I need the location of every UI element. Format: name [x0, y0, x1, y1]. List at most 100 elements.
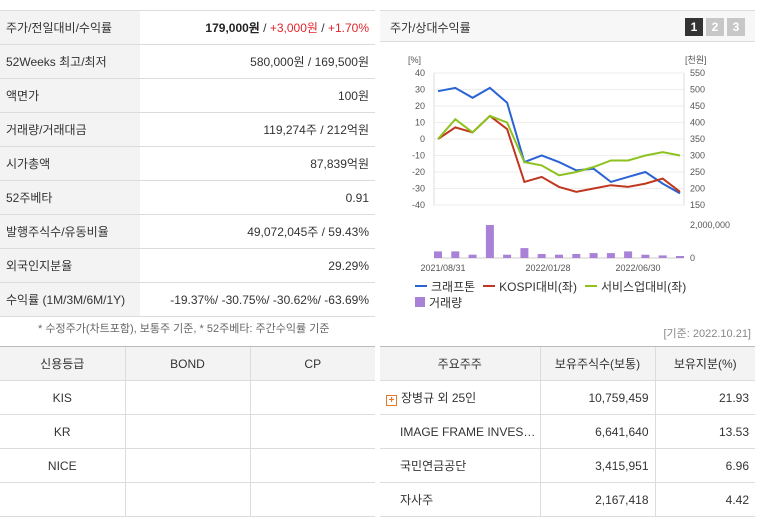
- summary-row-foreign: 외국인지분율 29.29%: [0, 248, 375, 283]
- volume-bar: [537, 254, 546, 258]
- summary-label: 외국인지분율: [0, 248, 140, 283]
- x-axis-label: 2022/01/28: [525, 263, 570, 273]
- volume-bar: [503, 254, 512, 258]
- summary-value: 49,072,045주 / 59.43%: [140, 214, 375, 249]
- footnote: * 수정주가(차트포함), 보통주 기준, * 52주베타: 주간수익률 기준: [38, 323, 330, 335]
- legend-item: 거래량: [415, 294, 462, 310]
- left-axis-tick: -10: [412, 151, 425, 161]
- summary-row-shares: 발행주식수/유동비율 49,072,045주 / 59.43%: [0, 214, 375, 249]
- right-axis-tick: 250: [690, 167, 705, 177]
- holder-header: 보유지분(%): [654, 346, 755, 381]
- separator: /: [259, 21, 270, 35]
- table-row: KR: [0, 414, 375, 449]
- series-line: [437, 114, 681, 177]
- major-shareholders-table: 주요주주 보유주식수(보통) 보유지분(%) + 장병규 외 25인 10,759…: [380, 346, 755, 517]
- left-axis-tick: -20: [412, 167, 425, 177]
- credit-bond: [124, 380, 250, 415]
- credit-header: BOND: [124, 346, 250, 381]
- credit-cp: [249, 380, 375, 415]
- chart-page-1-button[interactable]: 1: [685, 18, 703, 36]
- summary-value: 580,000원 / 169,500원: [140, 44, 375, 79]
- summary-label: 액면가: [0, 78, 140, 113]
- summary-label: 52주베타: [0, 180, 140, 215]
- credit-agency: NICE: [0, 448, 125, 483]
- summary-row-beta: 52주베타 0.91: [0, 180, 375, 215]
- summary-row-market-cap: 시가총액 87,839억원: [0, 146, 375, 181]
- summary-label: 수익률 (1M/3M/6M/1Y): [0, 282, 140, 317]
- holder-pct: 13.53: [654, 414, 755, 449]
- separator: /: [317, 21, 328, 35]
- table-row: 국민연금공단 3,415,951 6.96: [380, 448, 755, 483]
- table-row: [0, 482, 375, 517]
- summary-value: 179,000원 / +3,000원 / +1.70%: [140, 10, 375, 45]
- volume-bar: [676, 256, 684, 258]
- summary-row-volume: 거래량/거래대금 119,274주 / 212억원: [0, 112, 375, 147]
- holder-name: + 장병규 외 25인: [380, 380, 540, 415]
- credit-agency: [0, 482, 125, 517]
- volume-axis-tick: 2,000,000: [690, 220, 730, 230]
- holder-name: IMAGE FRAME INVEST…: [380, 414, 540, 449]
- right-axis-tick: 500: [690, 85, 705, 95]
- holder-shares: 2,167,418: [539, 482, 655, 517]
- legend-label: KOSPI대비(좌): [499, 279, 577, 294]
- summary-label: 거래량/거래대금: [0, 112, 140, 147]
- table-row: + 장병규 외 25인 10,759,459 21.93: [380, 380, 755, 415]
- right-axis-tick: 150: [690, 200, 705, 210]
- volume-bar: [434, 251, 442, 258]
- credit-rating-table: 신용등급 BOND CP KIS KR NICE: [0, 346, 375, 517]
- holder-shares: 3,415,951: [539, 448, 655, 483]
- summary-value: -19.37%/ -30.75%/ -30.62%/ -63.69%: [140, 282, 375, 317]
- credit-bond: [124, 482, 250, 517]
- summary-row-price: 주가/전일대비/수익률 179,000원 / +3,000원 / +1.70%: [0, 10, 375, 45]
- summary-value: 0.91: [140, 180, 375, 215]
- credit-cp: [249, 448, 375, 483]
- right-axis-tick: 300: [690, 151, 705, 161]
- chart-header: 주가/상대수익률 1 2 3: [380, 10, 755, 42]
- chart-pager: 1 2 3: [685, 18, 745, 36]
- chart-title: 주가/상대수익률: [390, 21, 471, 35]
- chart-page-2-button[interactable]: 2: [706, 18, 724, 36]
- holder-header: 주요주주: [380, 346, 540, 381]
- summary-value: 29.29%: [140, 248, 375, 283]
- legend-box-icon: [415, 297, 425, 307]
- current-price: 179,000원: [205, 21, 260, 35]
- price-change: +3,000원: [269, 21, 318, 35]
- holder-pct: 6.96: [654, 448, 755, 483]
- volume-bar: [555, 254, 563, 258]
- holder-pct: 4.42: [654, 482, 755, 517]
- holder-shares: 6,641,640: [539, 414, 655, 449]
- credit-bond: [124, 414, 250, 449]
- holder-name-text[interactable]: 장병규 외 25인: [401, 391, 477, 405]
- expand-plus-icon[interactable]: +: [386, 395, 397, 406]
- holder-header: 보유주식수(보통): [539, 346, 655, 381]
- volume-bar: [520, 248, 529, 258]
- legend-label: 크래프톤: [431, 279, 476, 294]
- holder-name: 자사주: [380, 482, 540, 517]
- summary-label: 주가/전일대비/수익률: [0, 10, 140, 45]
- chart-page-3-button[interactable]: 3: [727, 18, 745, 36]
- credit-cp: [249, 414, 375, 449]
- right-axis-tick: 400: [690, 118, 705, 128]
- right-axis-tick: 550: [690, 68, 705, 78]
- legend-line-icon: [415, 285, 427, 287]
- credit-header: CP: [249, 346, 375, 381]
- credit-agency: KR: [0, 414, 125, 449]
- left-axis-tick: 10: [415, 118, 425, 128]
- right-axis-tick: 200: [690, 184, 705, 194]
- credit-agency: KIS: [0, 380, 125, 415]
- right-axis-tick: 450: [690, 101, 705, 111]
- summary-row-52weeks: 52Weeks 최고/최저 580,000원 / 169,500원: [0, 44, 375, 79]
- right-axis-unit: [천원]: [685, 55, 707, 65]
- price-change-rate: +1.70%: [327, 21, 369, 35]
- summary-row-par-value: 액면가 100원: [0, 78, 375, 113]
- left-axis-unit: [%]: [408, 55, 421, 65]
- x-axis-label: 2022/06/30: [615, 263, 660, 273]
- holder-shares: 10,759,459: [539, 380, 655, 415]
- left-axis-tick: 40: [415, 68, 425, 78]
- summary-value: 100원: [140, 78, 375, 113]
- legend-line-icon: [584, 285, 597, 287]
- legend-label: 서비스업대비(좌): [600, 279, 687, 294]
- price-chart-panel: 주가/상대수익률 1 2 3 [%] [천원] 40 550 30 500 20 450 10 4…: [380, 10, 755, 310]
- stock-summary-table: 주가/전일대비/수익률 179,000원 / +3,000원 / +1.70% …: [0, 10, 375, 317]
- summary-label: 발행주식수/유동비율: [0, 214, 140, 249]
